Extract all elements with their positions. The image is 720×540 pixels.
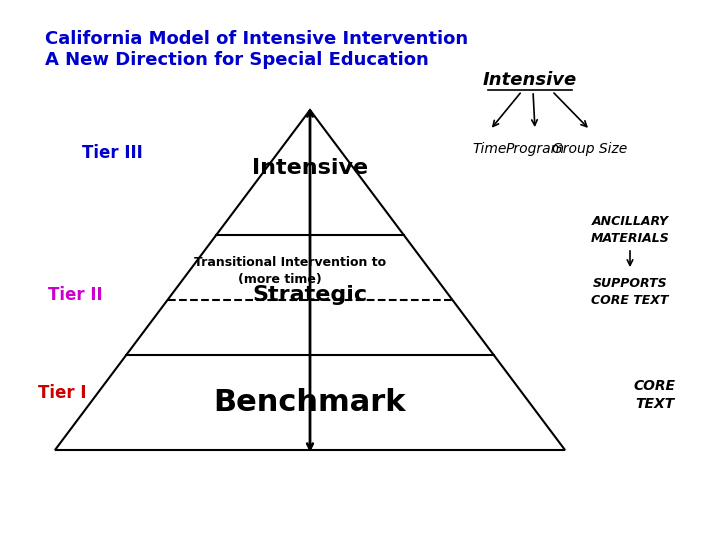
Text: Tier III: Tier III [82,144,143,161]
Text: Program: Program [505,142,564,156]
Text: ANCILLARY
MATERIALS: ANCILLARY MATERIALS [590,215,670,245]
Text: SUPPORTS
CORE TEXT: SUPPORTS CORE TEXT [591,277,669,307]
Text: (more time): (more time) [238,273,322,286]
Text: Benchmark: Benchmark [214,388,406,417]
Text: Tier II: Tier II [48,286,103,304]
Text: Transitional Intervention to: Transitional Intervention to [194,256,386,269]
Text: Strategic: Strategic [253,285,368,305]
Text: Tier I: Tier I [38,383,86,402]
Text: Intensive: Intensive [483,71,577,89]
Text: Group Size: Group Size [552,142,628,156]
Text: Time: Time [473,142,507,156]
Text: Intensive: Intensive [252,158,368,178]
Text: CORE
TEXT: CORE TEXT [634,379,676,411]
Text: California Model of Intensive Intervention
A New Direction for Special Education: California Model of Intensive Interventi… [45,30,468,69]
